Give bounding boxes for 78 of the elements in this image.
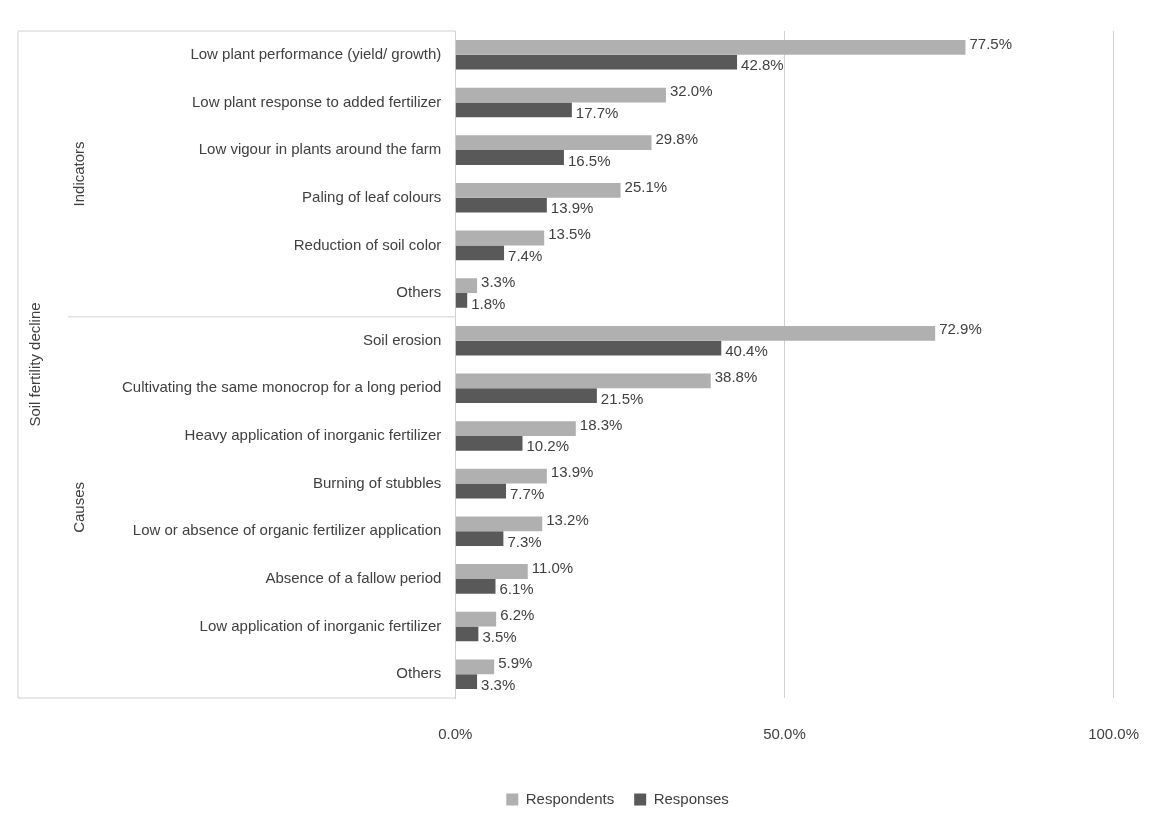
data-label: 11.0% [531, 558, 574, 576]
data-label: 3.3% [481, 272, 516, 290]
data-label: 25.1% [624, 177, 668, 195]
data-label: 77.5% [969, 34, 1013, 52]
bar [455, 54, 738, 70]
data-label: 6.1% [499, 580, 534, 598]
data-label: 13.9% [550, 463, 594, 481]
y-tick-label: Low plant performance (yield/ growth) [190, 44, 442, 62]
data-label: 1.8% [471, 294, 506, 312]
x-tick-label: 100.0% [1088, 725, 1139, 743]
data-label: 32.0% [669, 82, 713, 100]
y-tick-label: Soil erosion [362, 330, 442, 348]
data-label: 7.3% [507, 532, 542, 550]
bar [455, 278, 478, 294]
y-tick-label: Paling of leaf colours [302, 187, 442, 205]
data-label: 40.4% [725, 342, 768, 360]
bar [455, 611, 497, 627]
data-label: 38.8% [714, 368, 758, 386]
bar [455, 674, 478, 689]
bar [455, 230, 545, 246]
bar [455, 373, 711, 389]
y-tick-label: Others [396, 283, 442, 301]
data-label: 7.4% [508, 246, 543, 264]
bar [455, 421, 576, 436]
y-tick-label: Reduction of soil color [293, 235, 442, 253]
bar [455, 483, 507, 499]
y-tick-label: Low vigour in plants around the farm [198, 140, 442, 158]
bar [455, 293, 468, 308]
data-label: 3.5% [482, 628, 517, 646]
bar [455, 531, 504, 547]
bar [455, 578, 496, 594]
data-label: 3.3% [481, 675, 516, 693]
data-label: 16.5% [567, 151, 611, 169]
y-tick-label: Heavy application of inorganic fertilizer [184, 426, 442, 444]
bar [455, 659, 495, 675]
bar [455, 150, 564, 165]
text: Indicators [70, 141, 88, 207]
legend-label: Responses [653, 789, 729, 807]
data-label: 13.2% [546, 511, 589, 529]
y-tick-label: Low plant response to added fertilizer [192, 92, 442, 110]
y-tick-label: Low application of inorganic fertilizer [199, 616, 442, 634]
data-label: 10.2% [526, 437, 570, 455]
data-label: 72.9% [939, 320, 982, 338]
y-tick-label: Low or absence of organic fertilizer application [132, 521, 442, 539]
bar [455, 340, 722, 356]
bar [455, 468, 547, 484]
bar [455, 87, 666, 103]
data-label: 13.5% [548, 225, 591, 243]
bar [455, 564, 528, 579]
data-label: 21.5% [600, 389, 644, 407]
text: Soil fertility decline [26, 302, 44, 427]
bar [455, 245, 505, 261]
x-tick-label: 0.0% [438, 725, 473, 743]
bar [455, 626, 479, 642]
y-tick-label: Absence of a fallow period [265, 569, 442, 587]
bar [455, 325, 936, 341]
bar [455, 182, 621, 198]
bar [455, 388, 597, 404]
bar [455, 40, 966, 55]
data-label: 6.2% [500, 606, 535, 624]
data-label: 7.7% [510, 485, 545, 503]
bar [455, 102, 572, 118]
legend-label: Respondents [525, 789, 615, 807]
y-tick-label: Others [396, 664, 442, 682]
data-label: 13.9% [550, 199, 594, 217]
bar [455, 516, 543, 532]
data-label: 42.8% [741, 56, 784, 74]
y-tick-label: Cultivating the same monocrop for a long period [122, 378, 442, 396]
data-label: 17.7% [575, 103, 619, 121]
x-tick-label: 50.0% [763, 725, 806, 743]
data-label: 29.8% [655, 129, 699, 147]
bar [455, 197, 547, 213]
data-label: 18.3% [579, 415, 623, 433]
bar [455, 435, 523, 451]
text: Causes [70, 482, 88, 533]
y-tick-label: Burning of stubbles [312, 473, 442, 491]
data-label: 5.9% [498, 653, 533, 671]
bar [455, 135, 652, 151]
